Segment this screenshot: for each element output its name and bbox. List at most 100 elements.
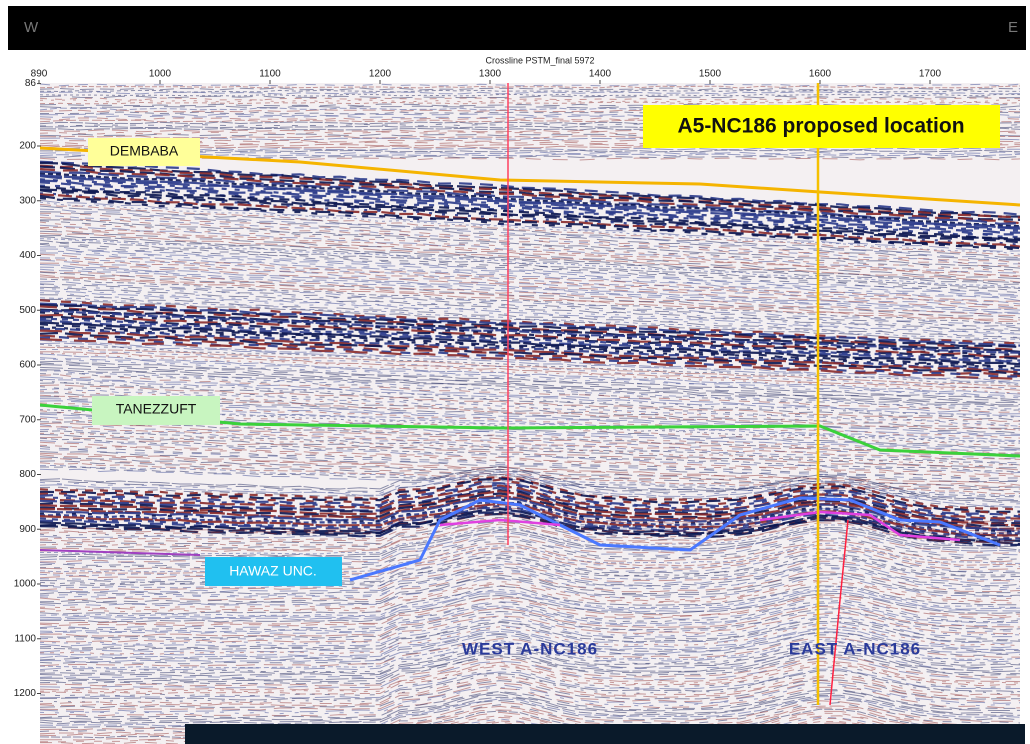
seismic-trace xyxy=(40,454,1020,488)
seismic-trace xyxy=(40,360,1020,401)
horizon-label: HAWAZ UNC. xyxy=(229,563,317,579)
seismic-trace xyxy=(40,679,1020,711)
seismic-trace xyxy=(40,165,1020,221)
seismic-trace xyxy=(40,155,1020,159)
location-label: A5-NC186 proposed location xyxy=(677,115,964,138)
seismic-trace xyxy=(40,588,1020,619)
seismic-trace xyxy=(40,203,1020,257)
seismic-trace xyxy=(40,566,1020,597)
seismic-trace xyxy=(40,690,1020,721)
seismic-trace xyxy=(40,382,1020,422)
x-tick-label: 890 xyxy=(31,69,48,80)
seismic-trace xyxy=(40,626,1020,657)
seismic-trace xyxy=(40,280,1020,327)
seismic-trace xyxy=(40,520,1020,551)
seismic-trace xyxy=(40,276,1020,323)
seismic-trace xyxy=(40,608,1020,639)
seismic-trace xyxy=(40,243,1020,294)
y-tick-label: 800 xyxy=(19,469,36,480)
seismic-trace xyxy=(40,462,1020,495)
seismic-trace xyxy=(40,531,1020,563)
seismic-trace xyxy=(40,651,1020,683)
seismic-trace xyxy=(40,580,1020,611)
seismic-trace xyxy=(40,369,1020,407)
seismic-trace xyxy=(40,188,1020,242)
west-label: W xyxy=(24,19,39,36)
seismic-trace xyxy=(40,548,1020,579)
seismic-trace xyxy=(40,512,1020,547)
seismic-trace xyxy=(40,384,1020,422)
seismic-trace xyxy=(40,149,1020,153)
seismic-trace xyxy=(40,217,1020,267)
seismic-trace xyxy=(40,437,1020,473)
seismic-trace xyxy=(40,421,1020,455)
well-label: EAST A-NC186 xyxy=(789,639,921,658)
seismic-trace xyxy=(40,647,1020,677)
seismic-trace xyxy=(40,327,1020,372)
seismic-trace xyxy=(40,201,1020,255)
seismic-trace xyxy=(40,220,1020,271)
x-tick-label: 1400 xyxy=(589,69,612,80)
seismic-trace xyxy=(40,617,1020,649)
seismic-trace xyxy=(40,441,1020,475)
seismic-trace xyxy=(388,721,1020,744)
seismic-trace xyxy=(40,460,1020,493)
seismic-trace xyxy=(40,238,1020,288)
seismic-trace xyxy=(40,530,1020,561)
seismic-trace xyxy=(40,428,1020,464)
seismic-trace xyxy=(40,611,1020,641)
horizon-box xyxy=(205,557,342,586)
seismic-trace xyxy=(40,259,1020,307)
seismic-trace xyxy=(40,564,1020,595)
seismic-trace xyxy=(40,239,1020,289)
seismic-trace xyxy=(40,93,1020,97)
seismic-trace xyxy=(40,542,1020,573)
seismic-trace xyxy=(40,544,1020,575)
seismic-trace xyxy=(40,205,1020,258)
seismic-trace xyxy=(40,253,1020,302)
seismic-trace xyxy=(40,185,1020,240)
horizon-label: TANEZZUFT xyxy=(116,401,197,417)
x-tick-label: 1600 xyxy=(809,69,832,80)
seismic-trace xyxy=(40,468,1020,501)
y-tick-label: 1200 xyxy=(14,688,37,699)
seismic-trace xyxy=(40,552,1020,583)
seismic-trace xyxy=(40,211,1020,261)
seismic-trace xyxy=(40,283,1020,330)
seismic-trace xyxy=(40,558,1020,589)
seismic-trace xyxy=(40,422,1020,457)
seismic-trace xyxy=(40,351,1020,391)
seismic-trace xyxy=(40,376,1020,415)
x-tick-label: 1500 xyxy=(699,69,722,80)
axes: 890 1000 1100 1200 1300 1400 1500 1600 1700 86 200… xyxy=(14,69,942,700)
seismic-trace xyxy=(40,527,1020,559)
seismic-trace xyxy=(40,573,1020,605)
seismic-trace xyxy=(40,342,1020,385)
seismic-trace xyxy=(40,644,1020,675)
seismic-trace xyxy=(40,631,1020,661)
seismic-trace xyxy=(40,594,1020,625)
seismic-trace xyxy=(40,194,1020,250)
seismic-trace xyxy=(40,664,1020,695)
seismic-trace xyxy=(40,268,1020,315)
seismic-trace xyxy=(40,123,1020,127)
seismic-trace xyxy=(40,317,1020,362)
seismic-trace xyxy=(40,366,1020,406)
seismic-trace xyxy=(40,212,1020,264)
marker-horizon-west xyxy=(40,549,201,556)
seismic-trace xyxy=(40,466,1020,502)
east-label: E xyxy=(1008,19,1018,36)
well-label: WEST A-NC186 xyxy=(462,639,598,658)
marker-horizon xyxy=(439,510,961,542)
seismic-trace xyxy=(40,242,1020,292)
seismic-trace xyxy=(40,612,1020,643)
seismic-trace xyxy=(40,452,1020,486)
seismic-trace xyxy=(40,214,1020,265)
seismic-trace xyxy=(40,315,1020,360)
seismic-trace xyxy=(40,379,1020,418)
seismic-trace xyxy=(40,464,1020,497)
top-bar xyxy=(8,6,1026,50)
seismic-trace xyxy=(40,402,1020,439)
seismic-trace xyxy=(40,637,1020,669)
